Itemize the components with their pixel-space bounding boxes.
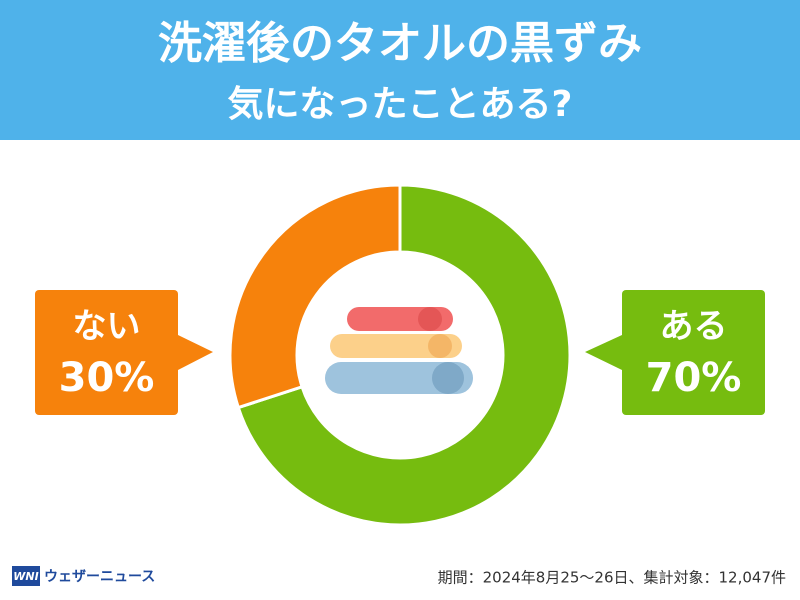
callout-pointer [585, 335, 622, 370]
callout-box [622, 290, 765, 415]
header-band [0, 0, 800, 140]
callouts: ある 70% ない 30% [35, 290, 765, 415]
note: 期間：2024年8月25～26日、集計対象：12,047件 [438, 569, 786, 587]
callout-pointer [178, 335, 213, 370]
towel-icon [325, 307, 473, 394]
logo-mark: WNI [13, 570, 38, 583]
logo-name: ウェザーニュース [44, 569, 155, 585]
value-label: 30% [59, 355, 155, 401]
callout-box [35, 290, 178, 415]
logo: WNI ウェザーニュース [12, 566, 155, 586]
value-label: 70% [646, 355, 742, 401]
chart-subtitle: 気になったことある? [228, 84, 573, 125]
donut-segment [228, 183, 402, 410]
logo-box [12, 566, 40, 586]
donut [228, 183, 572, 527]
category-label: ある [660, 307, 728, 347]
chart-title: 洗濯後のタオルの黒ずみ [158, 18, 642, 69]
category-label: ない [73, 307, 141, 347]
donut-segment [236, 183, 572, 527]
